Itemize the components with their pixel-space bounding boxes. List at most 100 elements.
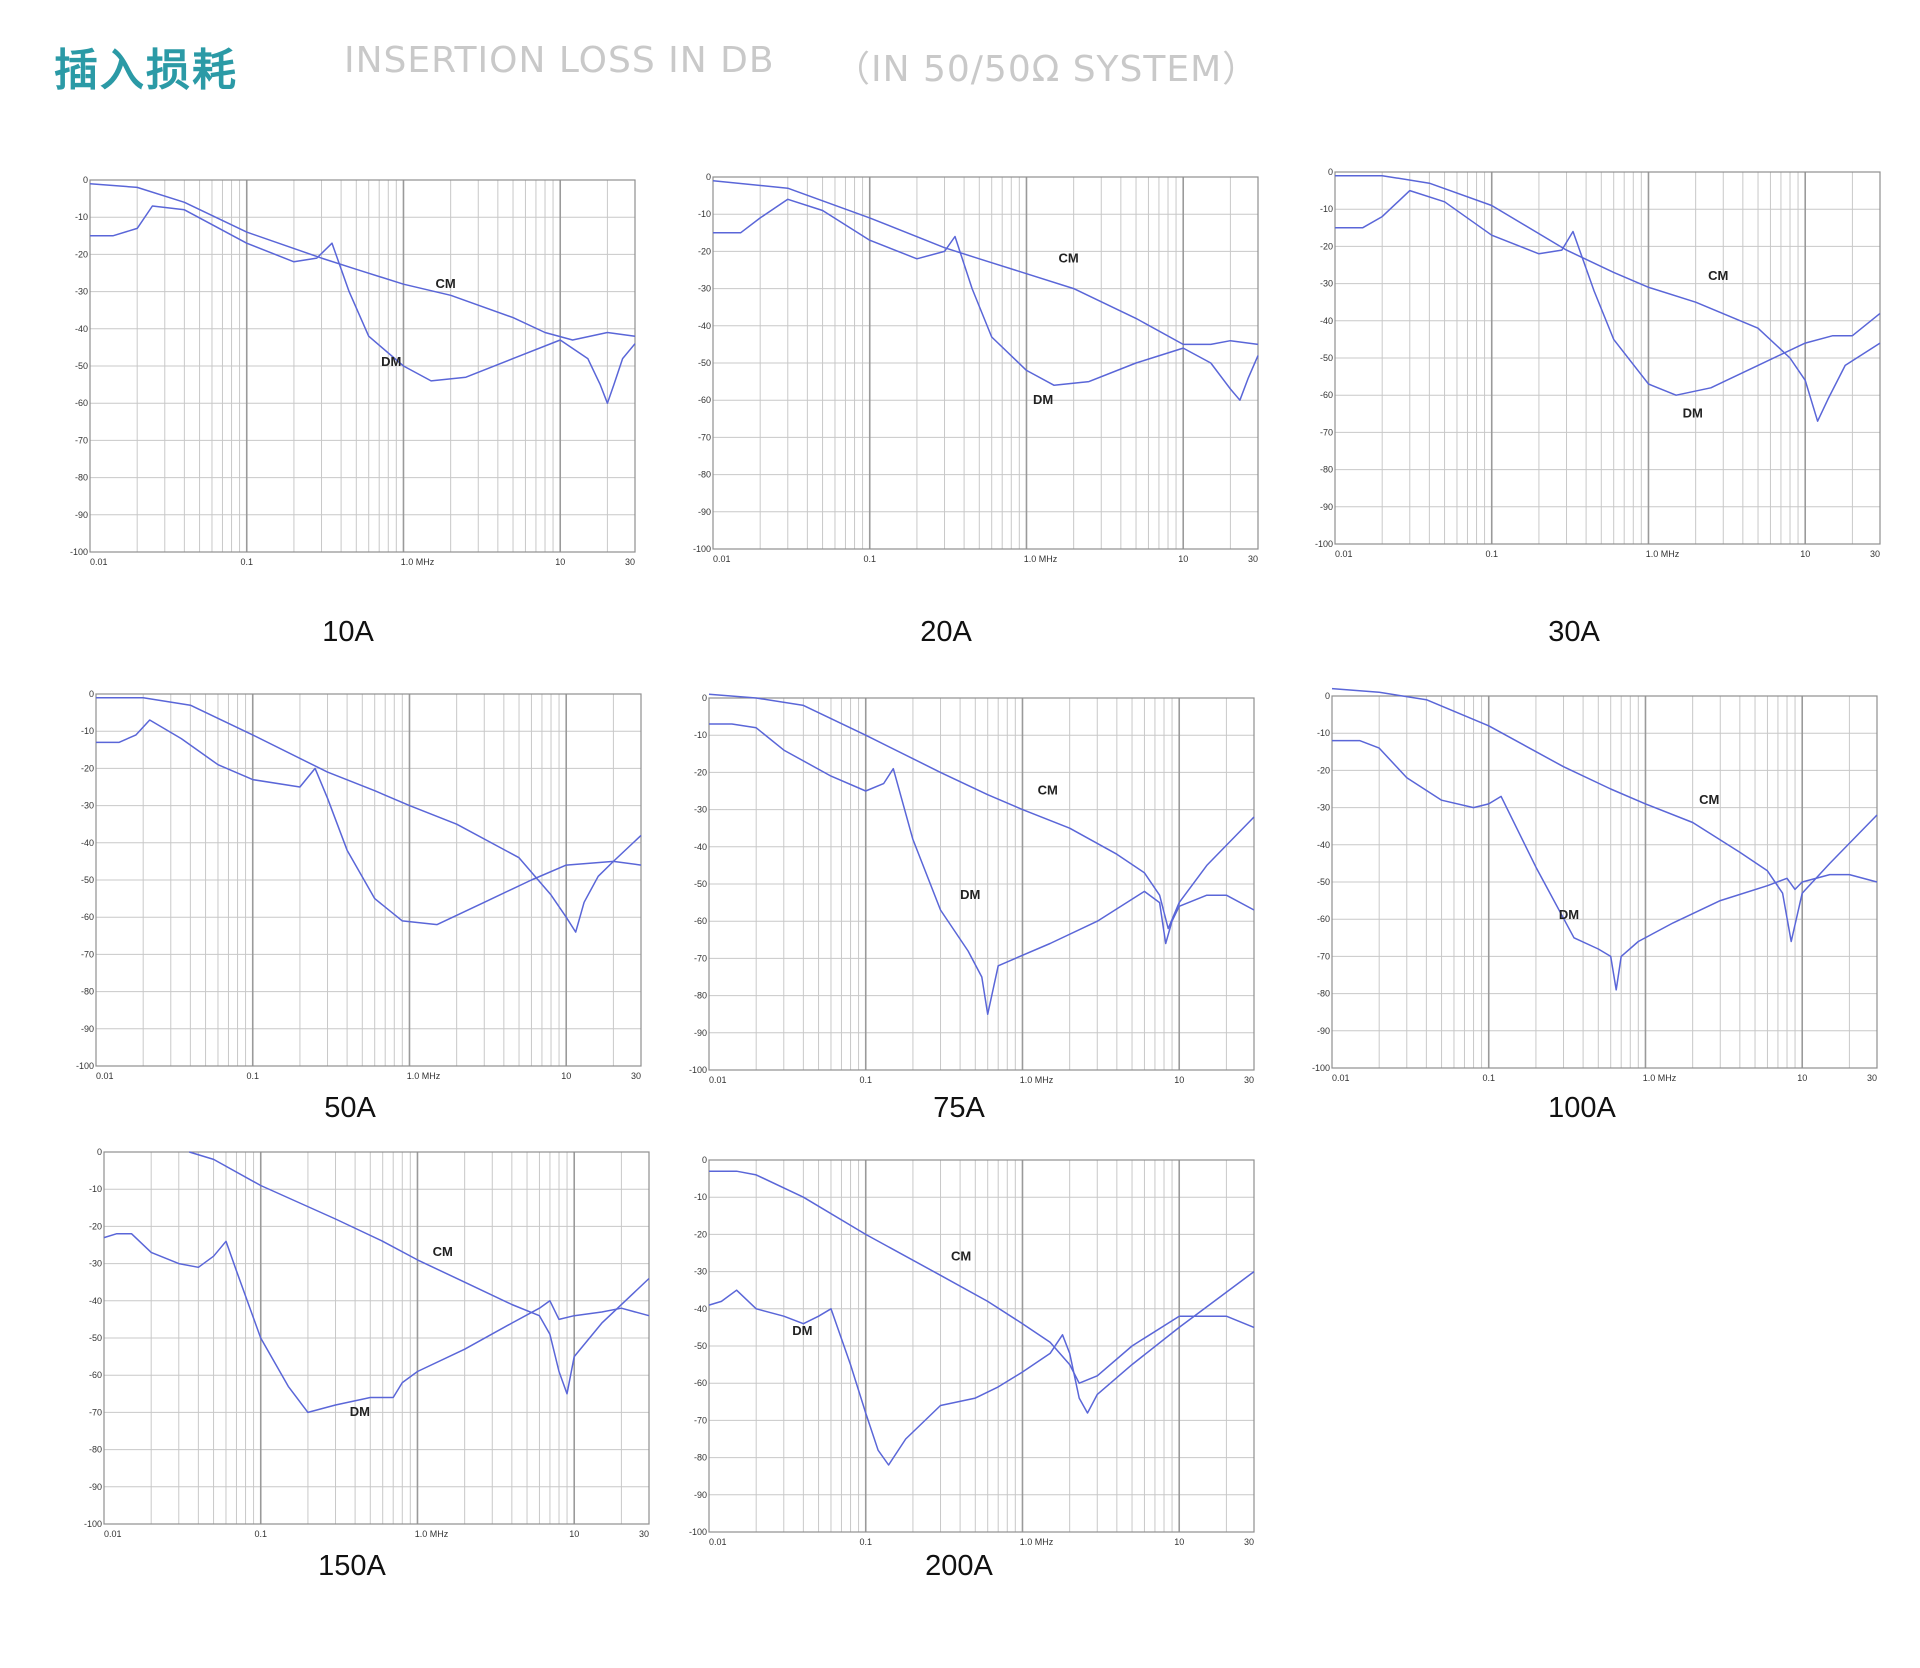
y-tick-label: -60 (694, 916, 707, 926)
series-label-cm: CM (1058, 251, 1078, 266)
x-tick-label: 30 (1244, 1075, 1254, 1085)
y-tick-label: -50 (89, 1333, 102, 1343)
x-tick-label: 10 (1174, 1537, 1184, 1547)
y-tick-label: -50 (1317, 877, 1330, 887)
y-tick-label: -30 (694, 1267, 707, 1277)
y-tick-label: -100 (84, 1519, 102, 1529)
y-tick-label: -90 (694, 1490, 707, 1500)
x-tick-label: 30 (1248, 554, 1258, 564)
y-tick-label: -70 (75, 435, 88, 445)
x-tick-label: 0.1 (240, 557, 253, 567)
x-tick-label: 30 (631, 1071, 641, 1081)
y-tick-label: -70 (89, 1407, 102, 1417)
y-tick-label: -90 (694, 1028, 707, 1038)
y-tick-label: -40 (1320, 316, 1333, 326)
x-tick-label: 0.01 (709, 1537, 727, 1547)
y-tick-label: -80 (694, 991, 707, 1001)
series-line-cm (708, 693, 1255, 930)
series-line-cm (189, 1151, 650, 1395)
x-tick-label: 0.1 (859, 1537, 872, 1547)
x-tick-label: 10 (1174, 1075, 1184, 1085)
y-tick-label: -80 (75, 473, 88, 483)
y-tick-label: 0 (97, 1147, 102, 1157)
y-tick-label: -80 (694, 1453, 707, 1463)
y-tick-label: -10 (81, 726, 94, 736)
x-tick-label: 10 (1797, 1073, 1807, 1083)
plot-frame (103, 1151, 650, 1525)
y-tick-label: -90 (1317, 1026, 1330, 1036)
x-tick-label: 0.01 (1335, 549, 1353, 559)
series-label-cm: CM (1038, 783, 1058, 798)
x-tick-label: 10 (1178, 554, 1188, 564)
y-tick-label: -10 (694, 1192, 707, 1202)
x-tick-label: 0.01 (96, 1071, 114, 1081)
x-tick-label: 0.01 (90, 557, 108, 567)
y-tick-label: -20 (89, 1221, 102, 1231)
y-tick-label: 0 (1325, 691, 1330, 701)
y-tick-label: -30 (75, 287, 88, 297)
y-tick-label: -90 (81, 1024, 94, 1034)
x-tick-label: 1.0 MHz (1020, 1537, 1054, 1547)
x-tick-label: 30 (1870, 549, 1880, 559)
y-tick-label: -60 (698, 395, 711, 405)
series-label-cm: CM (1699, 792, 1719, 807)
y-tick-label: -30 (89, 1259, 102, 1269)
y-tick-label: 0 (702, 1155, 707, 1165)
y-tick-label: -60 (81, 912, 94, 922)
y-tick-label: -20 (81, 763, 94, 773)
chart-caption-50a: 50A (324, 1092, 376, 1124)
y-tick-label: -60 (75, 398, 88, 408)
series-line-dm (103, 1233, 650, 1414)
y-tick-label: -40 (89, 1296, 102, 1306)
y-tick-label: -20 (698, 246, 711, 256)
y-tick-label: -50 (694, 1341, 707, 1351)
y-tick-label: -40 (698, 321, 711, 331)
y-tick-label: -10 (1320, 204, 1333, 214)
y-tick-label: -100 (689, 1065, 707, 1075)
x-tick-label: 0.1 (1482, 1073, 1495, 1083)
x-tick-label: 30 (639, 1529, 649, 1539)
y-tick-label: -10 (89, 1184, 102, 1194)
plot-frame (708, 1159, 1255, 1533)
y-tick-label: -60 (1317, 914, 1330, 924)
y-tick-label: -40 (1317, 840, 1330, 850)
y-tick-label: -40 (81, 838, 94, 848)
y-tick-label: -70 (694, 953, 707, 963)
y-tick-label: -50 (81, 875, 94, 885)
y-tick-label: 0 (89, 689, 94, 699)
series-line-dm (708, 1270, 1255, 1466)
y-tick-label: -30 (1320, 279, 1333, 289)
x-tick-label: 0.1 (859, 1075, 872, 1085)
series-label-dm: DM (381, 354, 401, 369)
page-title-cn: 插入损耗 (54, 45, 238, 96)
y-tick-label: -40 (694, 1304, 707, 1314)
y-tick-label: -100 (689, 1527, 707, 1537)
x-tick-label: 0.1 (1485, 549, 1498, 559)
x-tick-label: 10 (561, 1071, 571, 1081)
x-tick-label: 0.1 (246, 1071, 259, 1081)
series-line-cm (89, 182, 636, 341)
series-line-dm (1332, 739, 1878, 991)
chart-caption-10a: 10A (322, 616, 374, 648)
x-tick-label: 30 (625, 557, 635, 567)
y-tick-label: -70 (694, 1415, 707, 1425)
chart-caption-75a: 75A (933, 1092, 985, 1124)
series-label-dm: DM (792, 1323, 812, 1338)
y-tick-label: -70 (81, 949, 94, 959)
y-tick-label: 0 (702, 693, 707, 703)
plot-frame (708, 697, 1255, 1071)
y-tick-label: -20 (75, 249, 88, 259)
y-tick-label: -50 (698, 358, 711, 368)
series-line-dm (96, 719, 642, 926)
series-line-cm (1335, 174, 1881, 422)
series-line-dm (709, 723, 1255, 1015)
chart-caption-20a: 20A (920, 616, 972, 648)
x-tick-label: 1.0 MHz (1643, 1073, 1677, 1083)
y-tick-label: -70 (1320, 427, 1333, 437)
series-line-cm (96, 696, 642, 933)
series-label-dm: DM (1033, 392, 1053, 407)
